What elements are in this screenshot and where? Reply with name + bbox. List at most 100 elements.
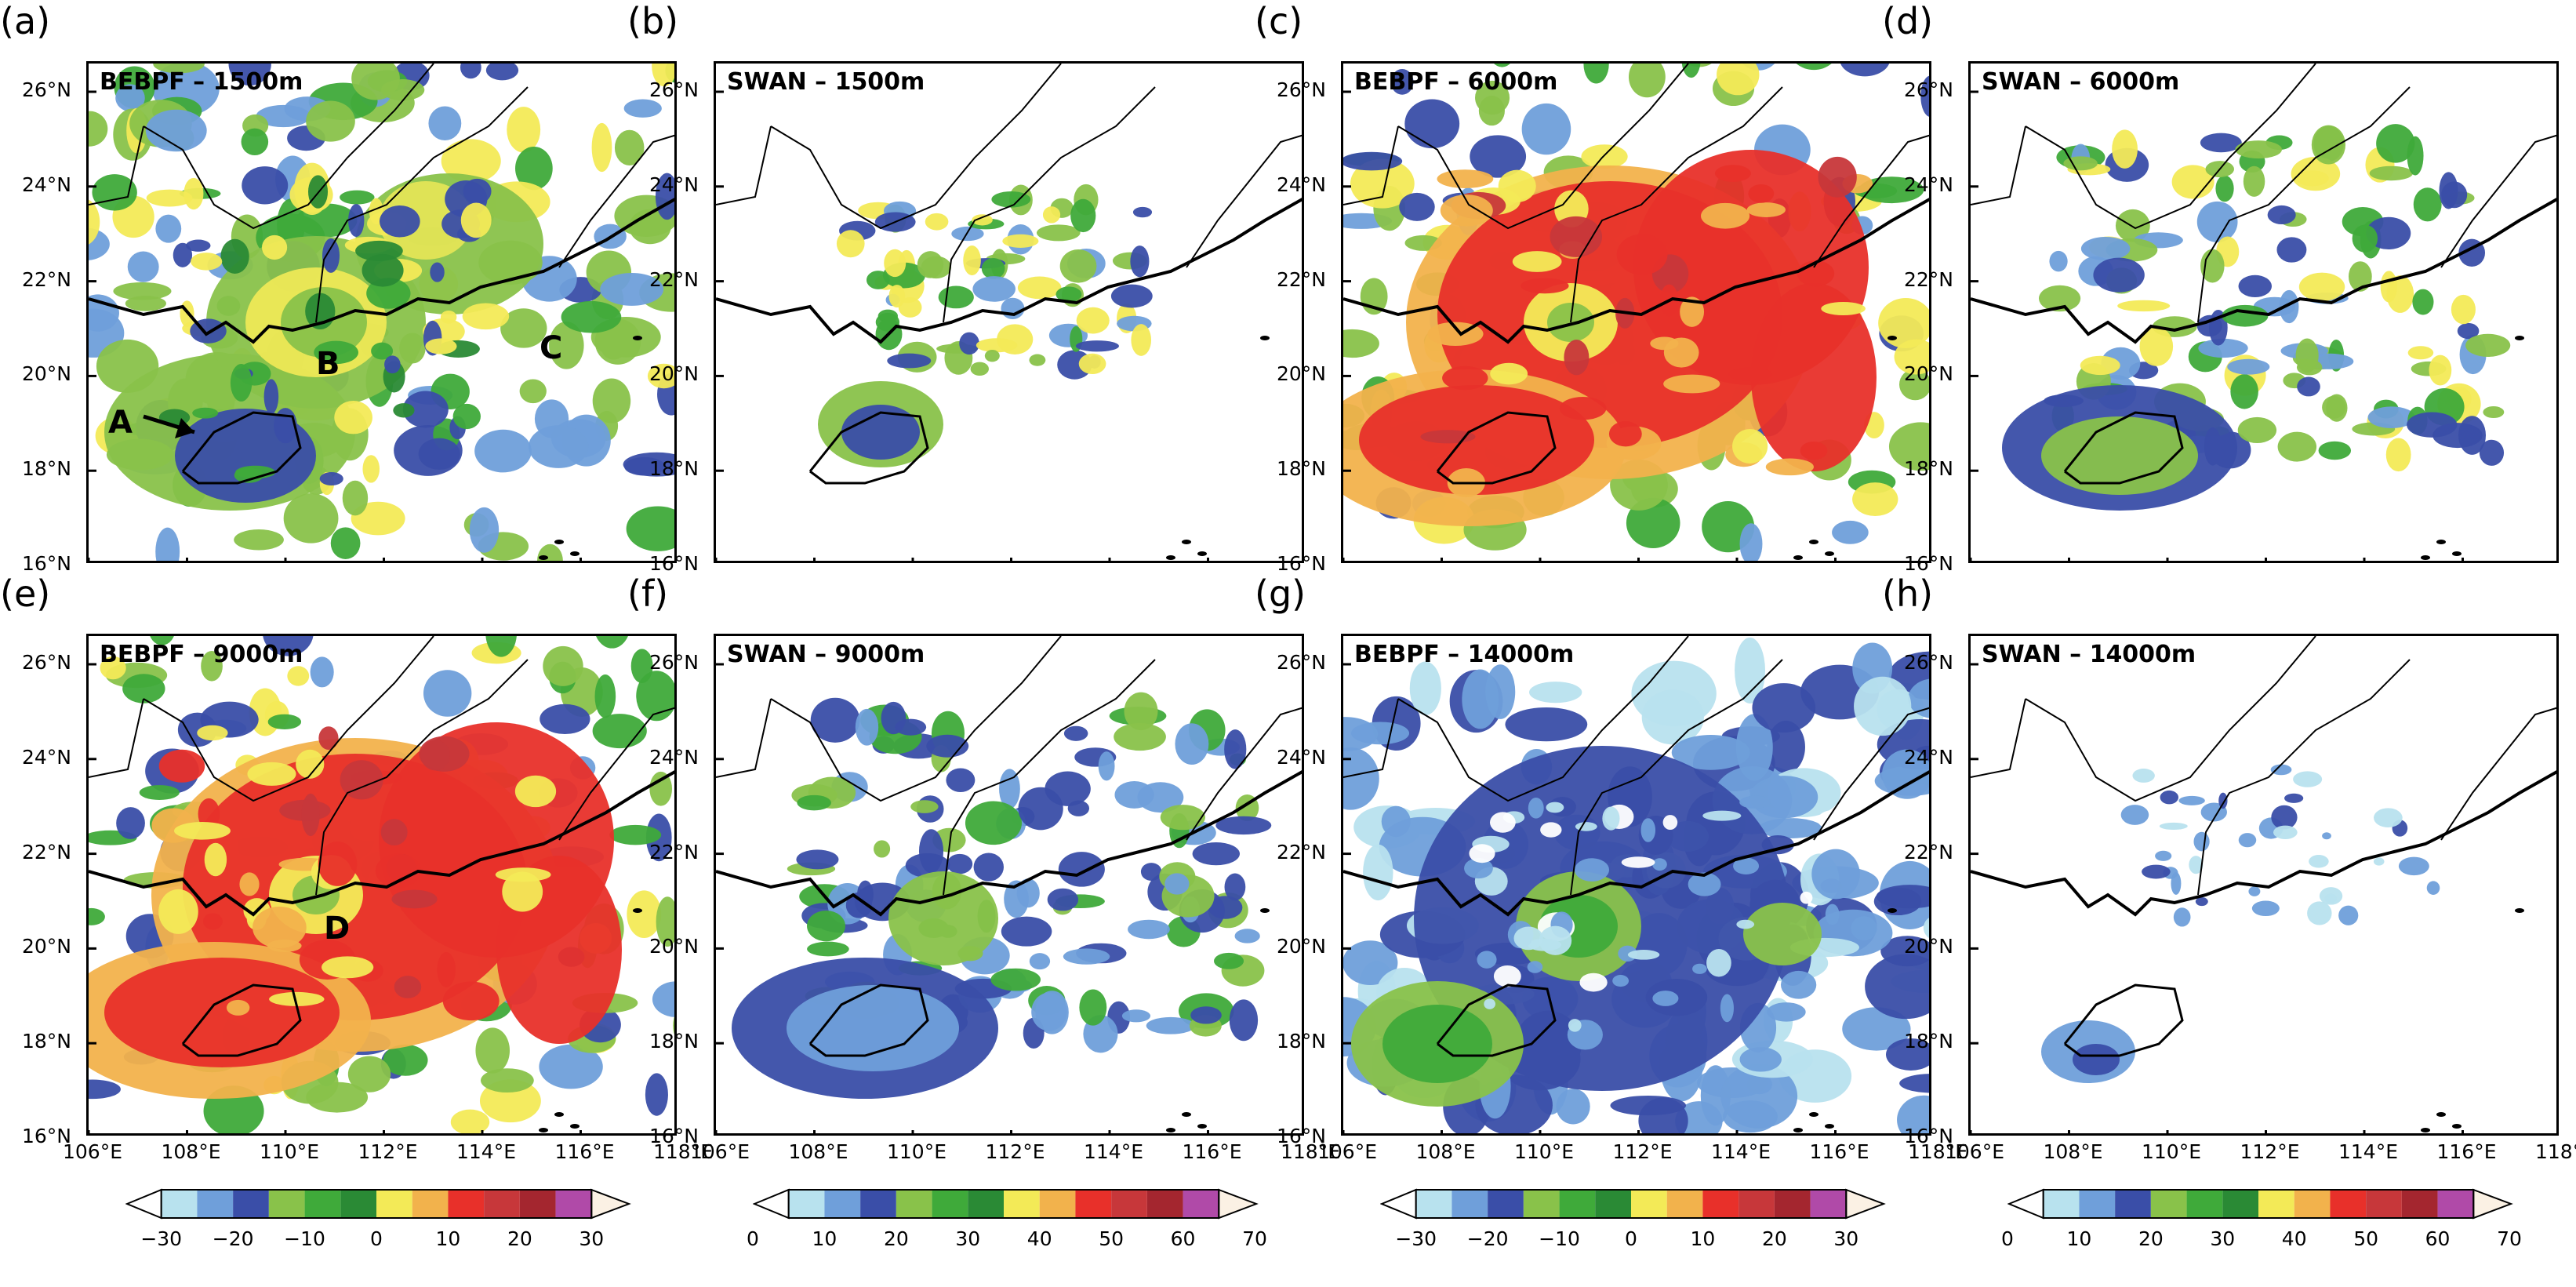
- border-lines: [770, 64, 1062, 230]
- lat-tick-label: 24°N: [1277, 173, 1327, 196]
- lon-tick-label: 108°E: [1415, 1140, 1476, 1163]
- lon-tick-label: 112°E: [358, 1140, 418, 1163]
- lat-tick-label: 22°N: [1277, 267, 1327, 291]
- colorbar-tick-label: 70: [1242, 1227, 1267, 1250]
- lon-tick-label: 108°E: [2043, 1140, 2103, 1163]
- lon-tick-label: 114°E: [456, 1140, 517, 1163]
- lat-tick-label: 24°N: [649, 173, 699, 196]
- radar-field: [1343, 636, 1929, 1133]
- panel-title: BEBPF – 14000m: [1354, 641, 1575, 668]
- lat-tick-label: 16°N: [22, 552, 72, 575]
- radar-field: [716, 636, 1302, 1133]
- lat-tick-label: 18°N: [1277, 457, 1327, 481]
- coastline: [89, 770, 674, 917]
- lon-tick-label: 110°E: [1514, 1140, 1575, 1163]
- colorbar-tick-label: −20: [212, 1227, 254, 1250]
- lon-tick-label: 116°E: [1809, 1140, 1869, 1163]
- lat-tick-label: 20°N: [1904, 935, 1954, 958]
- colorbar-tick-label: 0: [1625, 1227, 1637, 1250]
- storm-feature-marker: B: [316, 346, 340, 382]
- lat-tick-label: 22°N: [22, 267, 72, 291]
- colorbar-tick-label: −10: [1539, 1227, 1580, 1250]
- lat-tick-label: 24°N: [22, 173, 72, 196]
- panel-title: SWAN – 14000m: [1982, 641, 2196, 668]
- coastline: [1971, 770, 2556, 917]
- colorbar: [1379, 1188, 1898, 1223]
- lat-tick-label: 20°N: [649, 935, 699, 958]
- map-panel: SWAN – 6000m: [1968, 61, 2559, 563]
- border-lines: [2025, 636, 2316, 802]
- colorbar-tick-label: 40: [1026, 1227, 1052, 1250]
- lon-tick-label: 116°E: [1182, 1140, 1242, 1163]
- lon-tick-label: 118°E: [2535, 1140, 2576, 1163]
- lat-tick-label: 24°N: [1904, 173, 1954, 196]
- lat-tick-label: 22°N: [1277, 840, 1327, 863]
- storm-feature-marker: D: [324, 911, 351, 947]
- panel-letter: (e): [0, 573, 51, 615]
- coastline: [716, 770, 1302, 917]
- colorbar-tick-label: 0: [747, 1227, 759, 1250]
- colorbar-tick-label: 20: [1761, 1227, 1787, 1250]
- lat-tick-label: 20°N: [649, 362, 699, 386]
- lat-tick-label: 20°N: [1277, 935, 1327, 958]
- lat-tick-label: 24°N: [1904, 745, 1954, 769]
- panel-letter: (b): [627, 0, 679, 42]
- lat-tick-label: 26°N: [649, 651, 699, 674]
- lon-tick-label: 106°E: [1945, 1140, 2005, 1163]
- colorbar: [125, 1188, 643, 1223]
- lat-tick-label: 26°N: [649, 78, 699, 101]
- lat-tick-label: 22°N: [649, 267, 699, 291]
- lon-tick-label: 110°E: [887, 1140, 947, 1163]
- border-lines: [1397, 636, 1689, 802]
- lat-tick-label: 20°N: [1904, 362, 1954, 386]
- colorbar-tick-label: 30: [1833, 1227, 1859, 1250]
- lat-tick-label: 22°N: [22, 840, 72, 863]
- colorbar-tick-label: 50: [2353, 1227, 2379, 1250]
- radar-field: [1971, 64, 2556, 561]
- colorbar-tick-label: 30: [2210, 1227, 2236, 1250]
- lon-tick-label: 106°E: [63, 1140, 123, 1163]
- colorbar: [752, 1188, 1270, 1223]
- lat-tick-label: 16°N: [1904, 1125, 1954, 1147]
- map-panel: SWAN – 14000m: [1968, 634, 2559, 1136]
- lon-tick-label: 112°E: [2240, 1140, 2300, 1163]
- map-panel: BEBPF – 1500m A B C: [86, 61, 677, 563]
- colorbar-tick-label: 10: [435, 1227, 461, 1250]
- lat-tick-label: 20°N: [22, 362, 72, 386]
- lon-tick-label: 106°E: [1317, 1140, 1378, 1163]
- colorbar: [2007, 1188, 2525, 1223]
- coastline: [1343, 770, 1929, 917]
- lat-tick-label: 22°N: [1904, 840, 1954, 863]
- panel-title: BEBPF – 9000m: [100, 641, 303, 668]
- coastline: [1971, 198, 2556, 344]
- radar-field: [89, 64, 674, 561]
- lat-tick-label: 26°N: [1904, 78, 1954, 101]
- colorbar-tick-label: 0: [2001, 1227, 2014, 1250]
- lat-tick-label: 18°N: [1277, 1030, 1327, 1053]
- lat-tick-label: 16°N: [649, 552, 699, 575]
- colorbar-tick-label: 0: [370, 1227, 383, 1250]
- panel-letter: (d): [1882, 0, 1934, 42]
- colorbar-tick-label: 40: [2281, 1227, 2307, 1250]
- map-panel: BEBPF – 6000m: [1341, 61, 1931, 563]
- map-panel: BEBPF – 9000m D: [86, 634, 677, 1136]
- lon-tick-label: 114°E: [1084, 1140, 1144, 1163]
- border-lines: [143, 64, 434, 230]
- lon-tick-label: 112°E: [1612, 1140, 1673, 1163]
- colorbar-tick-label: 10: [2066, 1227, 2092, 1250]
- colorbar-tick-label: −20: [1466, 1227, 1509, 1250]
- lon-tick-label: 108°E: [788, 1140, 848, 1163]
- lat-tick-label: 26°N: [1277, 651, 1327, 674]
- map-panel: SWAN – 1500m: [714, 61, 1304, 563]
- lat-tick-label: 18°N: [1904, 1030, 1954, 1053]
- panel-title: SWAN – 1500m: [727, 68, 925, 96]
- lat-tick-label: 26°N: [22, 651, 72, 674]
- colorbar-tick-label: 20: [507, 1227, 532, 1250]
- lon-tick-label: 114°E: [1711, 1140, 1771, 1163]
- lat-tick-label: 22°N: [649, 840, 699, 863]
- panel-letter: (g): [1255, 573, 1306, 615]
- storm-feature-marker: A: [108, 405, 133, 441]
- coastline: [716, 198, 1302, 344]
- radar-field: [89, 636, 674, 1133]
- map-panel: BEBPF – 14000m: [1341, 634, 1931, 1136]
